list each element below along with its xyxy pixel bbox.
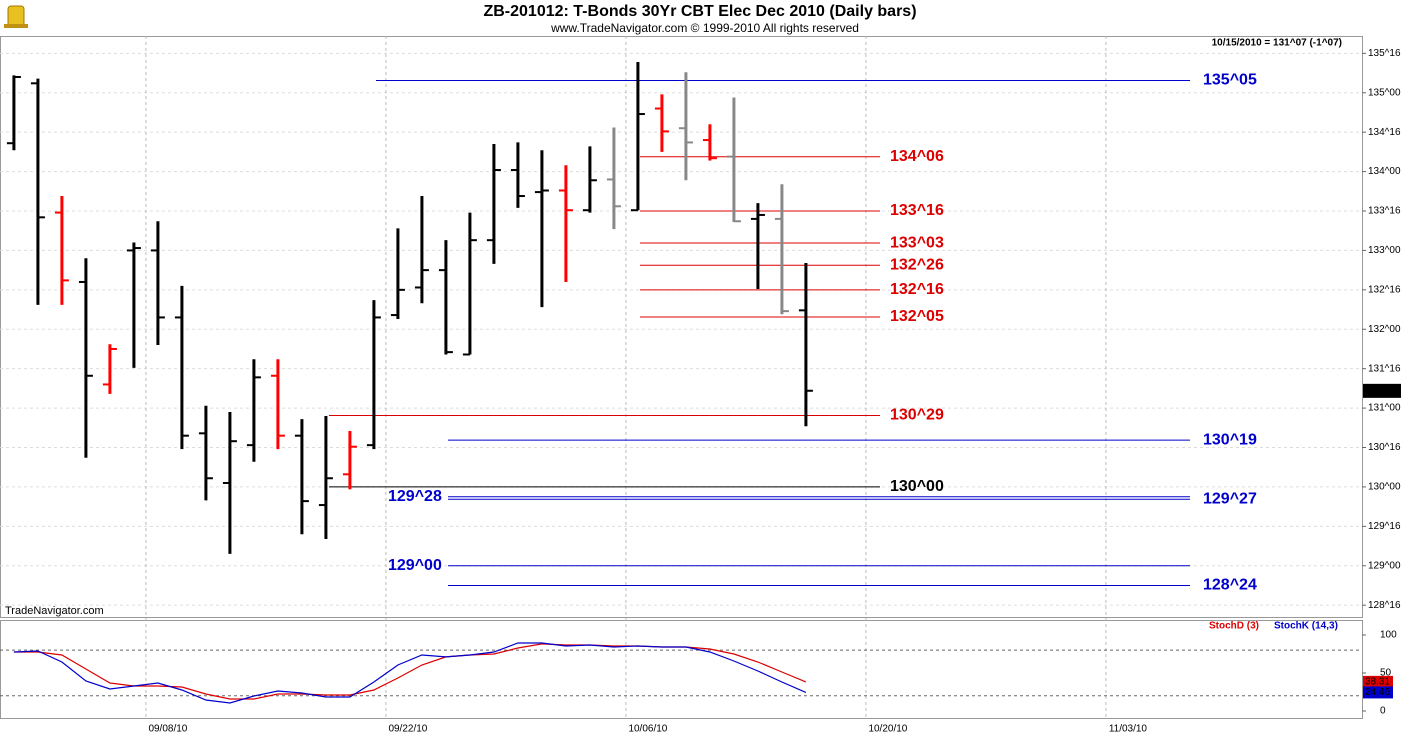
stoch-line: [13, 642, 807, 704]
price-panel: [0, 36, 1363, 618]
logo-base: [4, 24, 28, 28]
y-tick-label: 133^16: [1368, 206, 1401, 217]
quote: 10/15/2010 = 131^07 (-1^07): [1212, 38, 1342, 49]
last-value-box: [1363, 686, 1393, 699]
x-tick-label: 10/20/10: [868, 724, 907, 735]
y-tick-label: 135^16: [1368, 48, 1401, 59]
y-tick-label: 131^00: [1368, 403, 1401, 414]
watermark: TradeNavigator.com: [5, 605, 104, 617]
level-label: 128^24: [1203, 577, 1257, 594]
y-tick-label: 132^16: [1368, 284, 1401, 295]
x-tick-label: 10/06/10: [628, 724, 667, 735]
legend-entry: StochK (14,3): [1274, 621, 1338, 632]
last-price-label: 131^07: [1365, 385, 1398, 396]
y-tick-label: 130^00: [1368, 482, 1401, 493]
y-tick-label: 134^16: [1368, 127, 1401, 138]
level-label: 132^26: [890, 256, 944, 273]
logo: [4, 5, 28, 28]
y-tick-label: 129^00: [1368, 560, 1401, 571]
y-tick-label: 128^16: [1368, 600, 1401, 611]
y-tick-label: 134^00: [1368, 166, 1401, 177]
y-tick-label: 132^00: [1368, 324, 1401, 335]
logo-body: [7, 5, 25, 27]
level-label: 132^16: [890, 281, 944, 298]
y-tick-label: 135^00: [1368, 87, 1401, 98]
level-label: 129^00: [388, 557, 442, 574]
x-tick-label: 11/03/10: [1109, 724, 1148, 735]
level-label: 133^16: [890, 202, 944, 219]
last-price-box: [1363, 383, 1401, 398]
level-label: 130^29: [890, 407, 944, 424]
y2-tick-label: 50: [1380, 668, 1392, 679]
chart-title: ZB-201012: T-Bonds 30Yr CBT Elec Dec 201…: [483, 3, 916, 20]
last-value-label: 38.31: [1365, 677, 1390, 688]
y-tick-label: 133^00: [1368, 245, 1401, 256]
level-label: 133^03: [890, 234, 944, 251]
legend-entry: StochD (3): [1209, 621, 1259, 632]
chart-subtitle: www.TradeNavigator.com © 1999-2010 All r…: [550, 21, 859, 35]
x-tick-label: 09/22/10: [388, 724, 427, 735]
stoch-panel: [0, 620, 1363, 719]
y-tick-label: 129^16: [1368, 521, 1401, 532]
level-label: 135^05: [1203, 72, 1257, 89]
level-label: 129^28: [388, 488, 442, 505]
x-tick-label: 09/08/10: [148, 724, 187, 735]
level-label: 132^05: [890, 308, 944, 325]
last-value-box: [1363, 675, 1393, 688]
y-tick-label: 130^16: [1368, 442, 1401, 453]
y2-tick-label: 0: [1380, 706, 1386, 717]
level-label: 134^06: [890, 148, 944, 165]
last-value-label: 24.46: [1365, 687, 1390, 698]
level-label: 130^00: [890, 478, 944, 495]
level-label: 130^19: [1203, 431, 1257, 448]
y2-tick-label: 100: [1380, 630, 1397, 641]
level-label: 129^27: [1203, 490, 1257, 507]
y-tick-label: 131^16: [1368, 363, 1401, 374]
